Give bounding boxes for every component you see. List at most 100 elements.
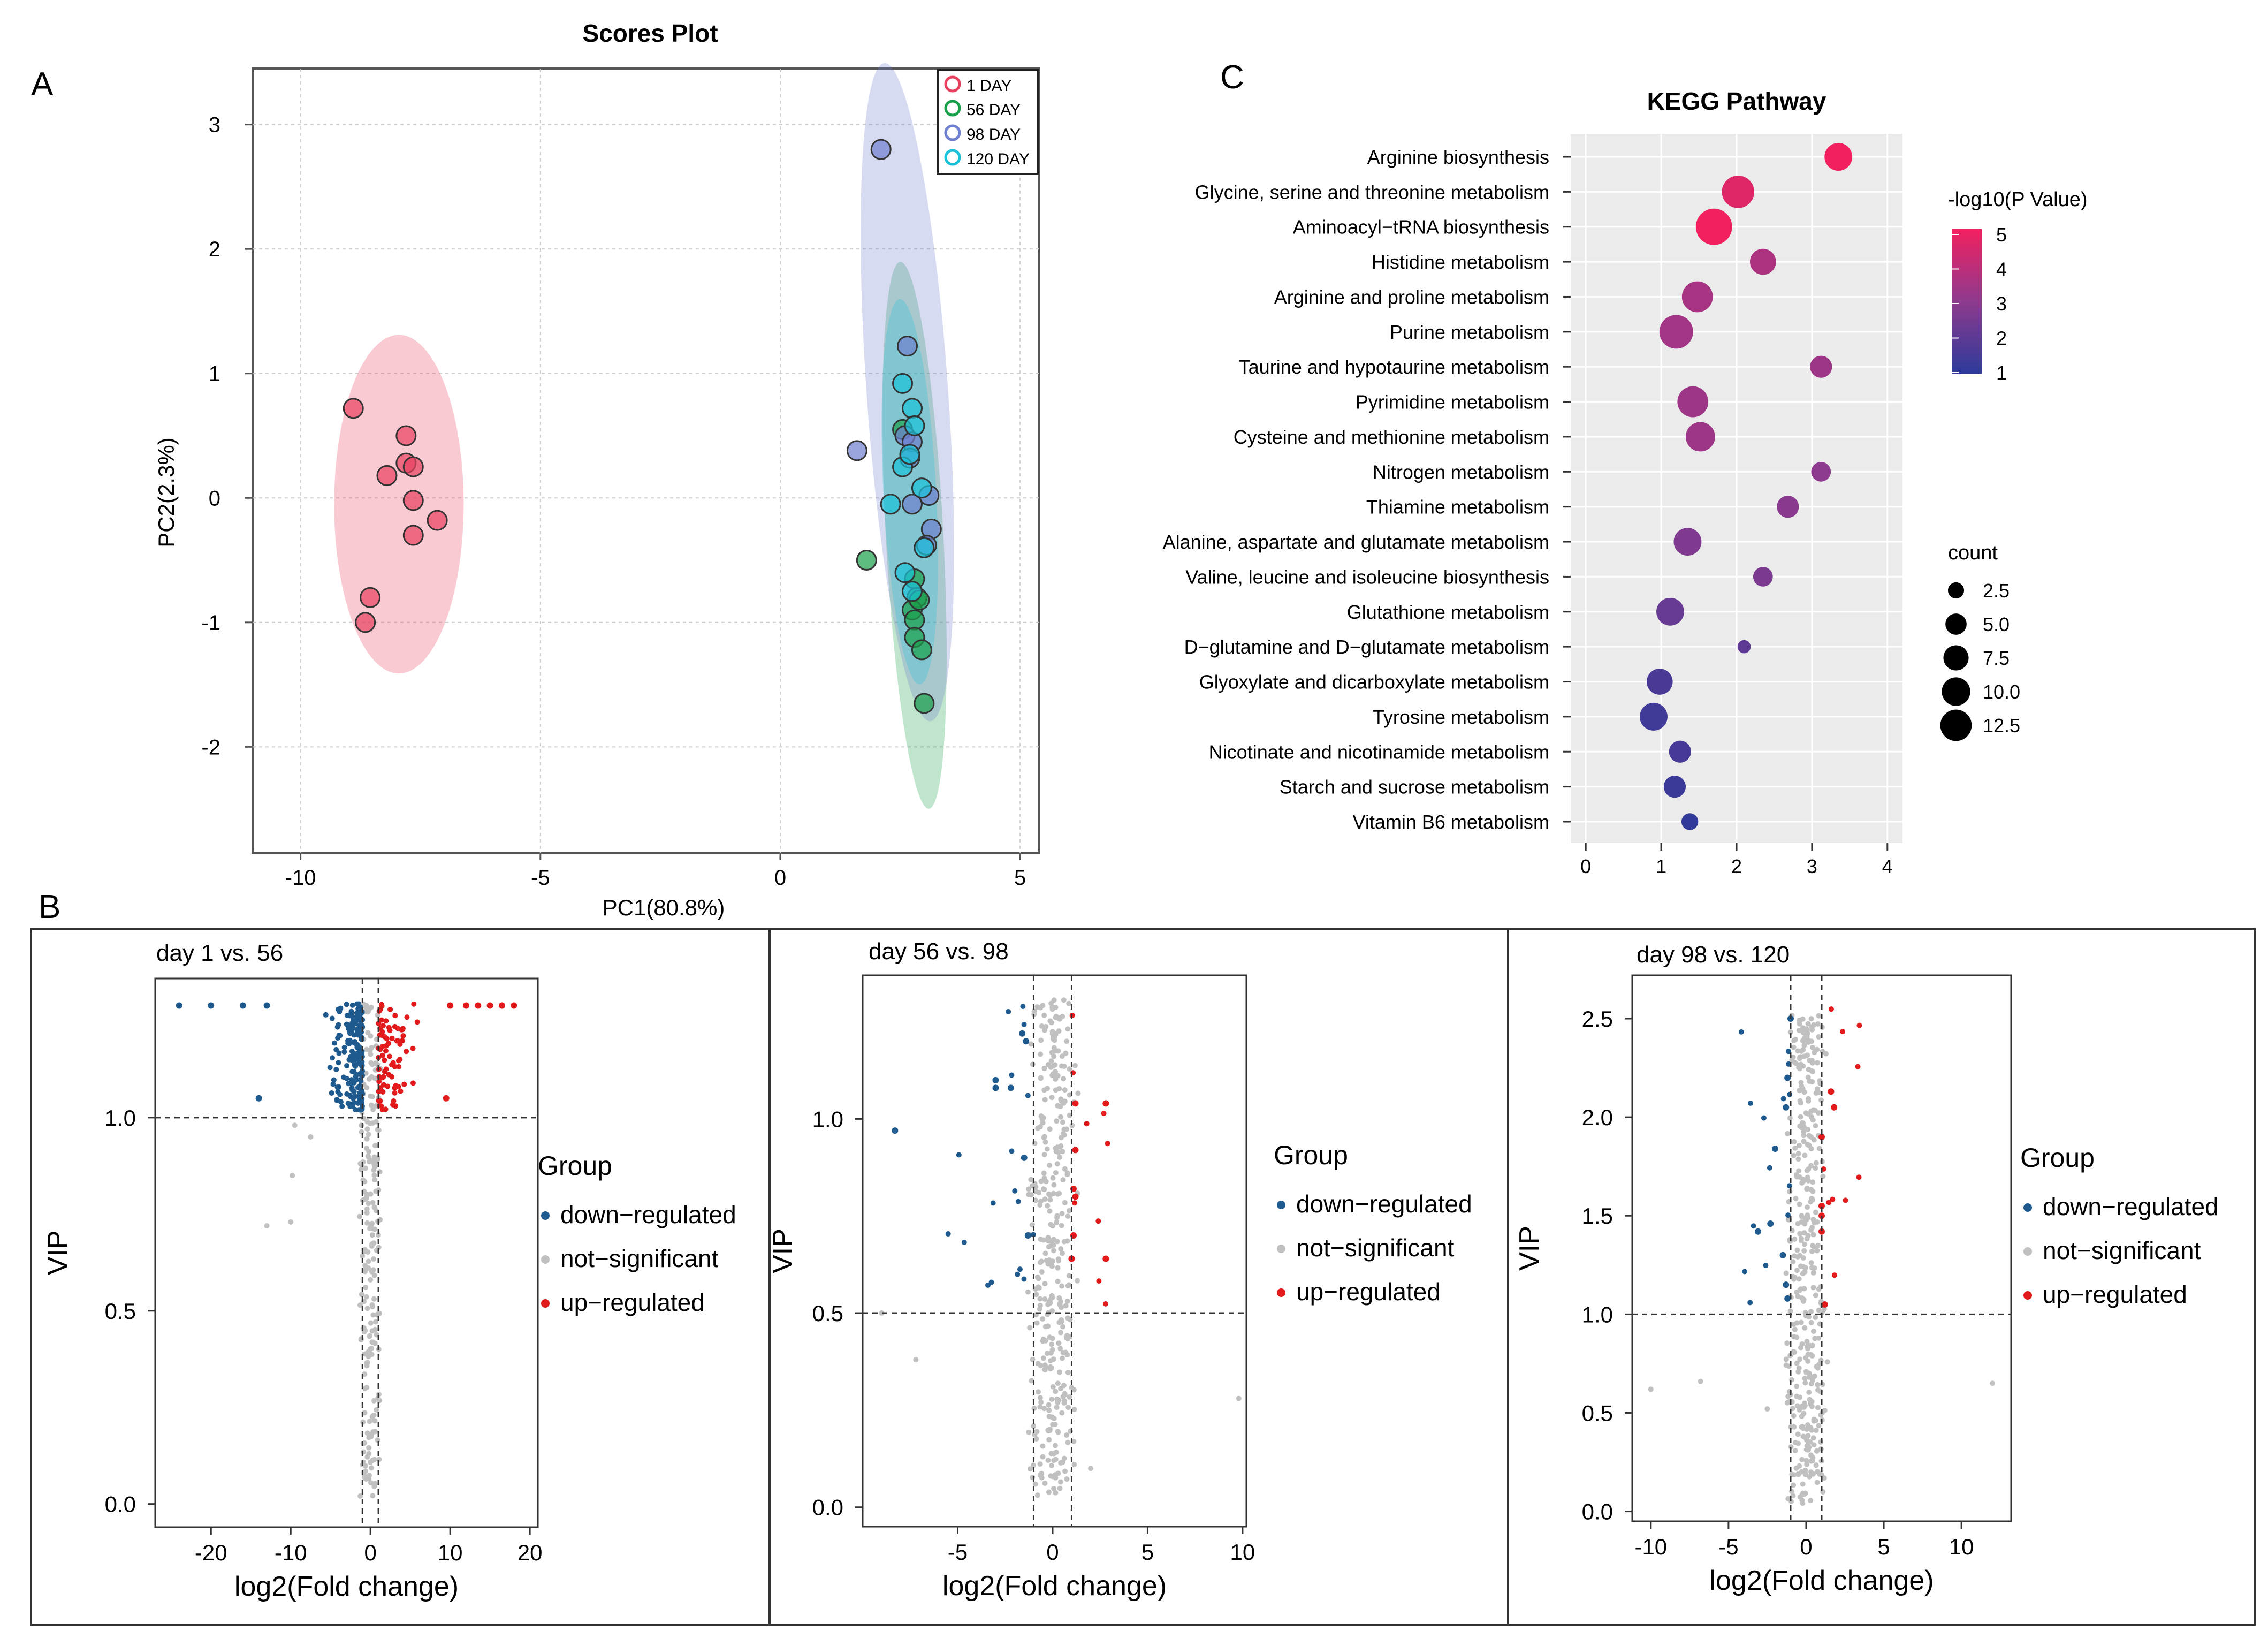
scores-point-day56 [904, 609, 925, 631]
volcano-point-not-significant [1797, 1098, 1803, 1104]
volcano-point-not-significant [1805, 1447, 1811, 1453]
volcano-legend-marker [541, 1211, 550, 1220]
volcano-point-not-significant [1818, 1097, 1824, 1103]
volcano-point-not-significant [1040, 1443, 1046, 1449]
volcano-point-not-significant [1805, 1127, 1811, 1133]
volcano-point-not-significant [1810, 1435, 1816, 1441]
scores-ellipse-day56 [882, 262, 947, 809]
volcano-point-up-regulated [1821, 1301, 1828, 1308]
kegg-pathway-label: Glycine, serine and threonine metabolism [1195, 181, 1549, 203]
volcano-point-not-significant [1812, 1220, 1817, 1226]
volcano-point-not-significant [1041, 1406, 1047, 1412]
volcano-point-not-significant [1037, 1202, 1043, 1208]
volcano-point-not-significant [1054, 1239, 1060, 1245]
volcano-point-not-significant [1810, 1270, 1816, 1276]
volcano-point-not-significant [1812, 1265, 1817, 1271]
volcano-point-up-regulated [1831, 1104, 1838, 1111]
volcano-point-not-significant [1050, 1384, 1056, 1390]
volcano-point-not-significant [1059, 1223, 1064, 1228]
volcano-point-down-regulated [329, 1015, 335, 1021]
volcano-point-not-significant [368, 1480, 374, 1486]
volcano-point-not-significant [1796, 1027, 1802, 1033]
volcano-point-not-significant [358, 1166, 364, 1172]
volcano-point-down-regulated [335, 1035, 341, 1041]
volcano-point-not-significant [1818, 1412, 1824, 1418]
volcano-point-not-significant [1047, 1208, 1053, 1214]
volcano-point-not-significant [1056, 1397, 1062, 1403]
kegg-pathway-label: Histidine metabolism [1372, 251, 1549, 273]
volcano-point-not-significant [370, 1267, 376, 1273]
volcano-point-not-significant [1817, 1471, 1823, 1477]
volcano-point-not-significant [370, 1493, 376, 1499]
volcano-point-not-significant [1038, 1075, 1044, 1081]
volcano-point-not-significant [1066, 1208, 1072, 1213]
volcano-point-not-significant [1236, 1395, 1242, 1401]
volcano-point-not-significant [1056, 1340, 1062, 1346]
volcano-point-not-significant [1808, 1109, 1814, 1114]
volcano-point-not-significant [1785, 1393, 1791, 1399]
volcano-point-not-significant [369, 1232, 375, 1238]
volcano-legend-marker [1277, 1245, 1285, 1253]
volcano-point-not-significant [1805, 1021, 1811, 1027]
volcano-point-not-significant [364, 1126, 370, 1132]
volcano-point-not-significant [1799, 1497, 1805, 1503]
volcano-day56-vs-98: day 56 vs. 98 -5 0 5 10 0.0 0.5 1.0 log2(Fold ch… [767, 938, 1472, 1602]
volcano-point-up-regulated [1856, 1174, 1862, 1180]
volcano-point-not-significant [1815, 1382, 1821, 1387]
volcano-point-down-regulated [1019, 1030, 1026, 1037]
kegg-bubble [1685, 422, 1715, 452]
volcano-point-up-regulated [1840, 1029, 1846, 1035]
volcano-point-not-significant [1796, 1276, 1802, 1282]
volcano-point-not-significant [1041, 1151, 1047, 1157]
volcano-point-not-significant [1045, 1203, 1051, 1209]
volcano-point-not-significant [1059, 1410, 1065, 1416]
volcano-point-not-significant [1794, 1334, 1800, 1340]
volcano-point-not-significant [1061, 997, 1067, 1003]
volcano-point-not-significant [1800, 1425, 1806, 1431]
volcano-point-not-significant [365, 1030, 371, 1036]
volcano-point-not-significant [1815, 1405, 1821, 1410]
scores-point-day120 [894, 562, 916, 583]
volcano-point-not-significant [1054, 1219, 1060, 1225]
volcano-point-not-significant [1815, 1387, 1821, 1393]
volcano-point-not-significant [1055, 1278, 1061, 1284]
kegg-color-tick-label: 3 [1996, 293, 2007, 315]
volcano-point-not-significant [363, 1003, 369, 1008]
volcano-point-not-significant [1041, 1065, 1047, 1071]
volcano-point-not-significant [1042, 1367, 1048, 1372]
volcano-point-not-significant [1037, 1296, 1043, 1302]
volcano-x-tick-label: 5 [1141, 1539, 1154, 1565]
volcano-point-down-regulated [176, 1002, 182, 1009]
volcano-point-down-regulated [1784, 1074, 1791, 1081]
kegg-pathway-label: Valine, leucine and isoleucine biosynthe… [1185, 566, 1549, 588]
volcano-point-down-regulated [350, 1039, 356, 1045]
volcano-x-tick-label: 0 [364, 1540, 377, 1565]
volcano-point-not-significant [1058, 1460, 1064, 1466]
volcano-point-not-significant [1049, 1029, 1055, 1035]
volcano-point-up-regulated [379, 1043, 385, 1049]
volcano-point-up-regulated [386, 1053, 392, 1059]
volcano-point-not-significant [1798, 1263, 1804, 1269]
volcano-point-down-regulated [992, 1076, 999, 1083]
volcano-point-not-significant [1057, 1485, 1063, 1491]
volcano-point-not-significant [1799, 1341, 1805, 1347]
scores-point-day120 [880, 494, 901, 515]
volcano-point-not-significant [364, 1119, 370, 1125]
volcano-point-not-significant [1049, 1341, 1055, 1347]
kegg-bubble [1640, 702, 1668, 731]
volcano-point-down-regulated [354, 1042, 360, 1048]
volcano-point-not-significant [371, 1161, 377, 1167]
scores-y-tick-label: -2 [201, 735, 220, 759]
volcano-point-not-significant [1060, 1177, 1066, 1183]
volcano-point-up-regulated [380, 1052, 386, 1058]
volcano-point-not-significant [1060, 1250, 1065, 1256]
volcano-point-not-significant [1815, 1021, 1821, 1027]
volcano-point-not-significant [1066, 1273, 1072, 1279]
kegg-color-tick-labels: 5 4 3 2 1 [1952, 224, 2007, 384]
volcano-point-not-significant [1806, 1096, 1812, 1102]
volcano-point-not-significant [1028, 1192, 1034, 1198]
legend-label-56-day: 56 DAY [966, 101, 1021, 119]
volcano-point-not-significant [1049, 1336, 1055, 1341]
volcano-point-down-regulated [333, 1066, 339, 1072]
